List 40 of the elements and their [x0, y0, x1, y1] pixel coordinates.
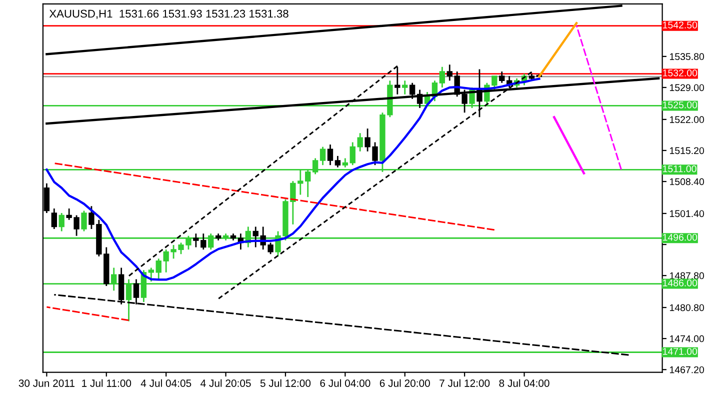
x-tick-label: 4 Jul 20:05	[200, 379, 251, 387]
x-tick-label: 7 Jul 12:00	[440, 379, 490, 387]
ref-line-label: 1496.00	[663, 234, 698, 241]
candlestick	[334, 155, 341, 168]
candlestick	[357, 132, 363, 152]
x-tick-label: 4 Jul 04:05	[140, 379, 192, 387]
candlestick	[350, 142, 356, 166]
y-tick-label: 1508.40	[670, 178, 704, 186]
candlestick	[439, 66, 446, 88]
candlestick	[499, 70, 505, 84]
y-tick-label: 1467.20	[670, 366, 704, 374]
x-tick-label: 5 Jul 12:00	[260, 379, 311, 387]
x-tick-label: 6 Jul 20:00	[380, 379, 430, 387]
x-tick-label: 8 Jul 04:00	[499, 379, 550, 387]
x-tick-label: 6 Jul 04:00	[320, 379, 370, 387]
candlestick	[327, 144, 334, 166]
y-tick-label: 1529.00	[670, 84, 704, 92]
ref-line-label: 1511.00	[663, 165, 696, 172]
y-tick-label: 1535.80	[670, 53, 704, 60]
ref-line-label: 1525.00	[663, 101, 698, 108]
ref-line-label: 1486.00	[663, 279, 698, 286]
candlestick	[409, 82, 416, 100]
candlestick	[81, 210, 87, 232]
y-tick-label: 1474.00	[670, 335, 704, 342]
y-tick-label: 1487.80	[670, 272, 704, 280]
y-tick-label: 1480.80	[670, 304, 704, 312]
chart-title: XAUUSD,H1 1531.66 1531.93 1531.23 1531.38	[49, 10, 288, 19]
candlestick	[320, 146, 326, 166]
candlestick	[51, 208, 57, 230]
y-tick-label: 1501.40	[670, 210, 704, 218]
ref-line-label: 1471.00	[663, 348, 698, 355]
x-tick-label: 30 Jun 2011	[18, 380, 74, 387]
candlestick	[402, 80, 408, 96]
candlestick	[58, 212, 64, 232]
x-tick-label: 1 Jul 11:00	[82, 379, 132, 387]
ref-line-label: 1542.50	[663, 22, 698, 28]
candlestick	[446, 64, 452, 82]
y-tick-label: 1522.00	[670, 116, 704, 124]
ref-line-label: 1532.00	[663, 70, 698, 76]
y-tick-label: 1515.20	[670, 147, 704, 154]
